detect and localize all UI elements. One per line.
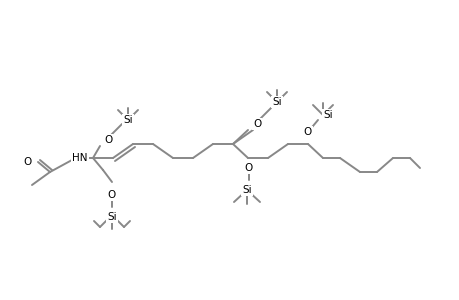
Text: Si: Si xyxy=(241,185,251,195)
Text: O: O xyxy=(104,135,112,145)
Text: O: O xyxy=(244,163,252,173)
Text: O: O xyxy=(24,157,32,167)
Text: O: O xyxy=(303,127,312,137)
Text: O: O xyxy=(252,119,261,129)
Text: Si: Si xyxy=(107,212,117,222)
Text: O: O xyxy=(108,190,116,200)
Text: Si: Si xyxy=(123,115,133,125)
Text: HN: HN xyxy=(72,153,88,163)
Text: Si: Si xyxy=(322,110,332,120)
Text: Si: Si xyxy=(272,97,281,107)
